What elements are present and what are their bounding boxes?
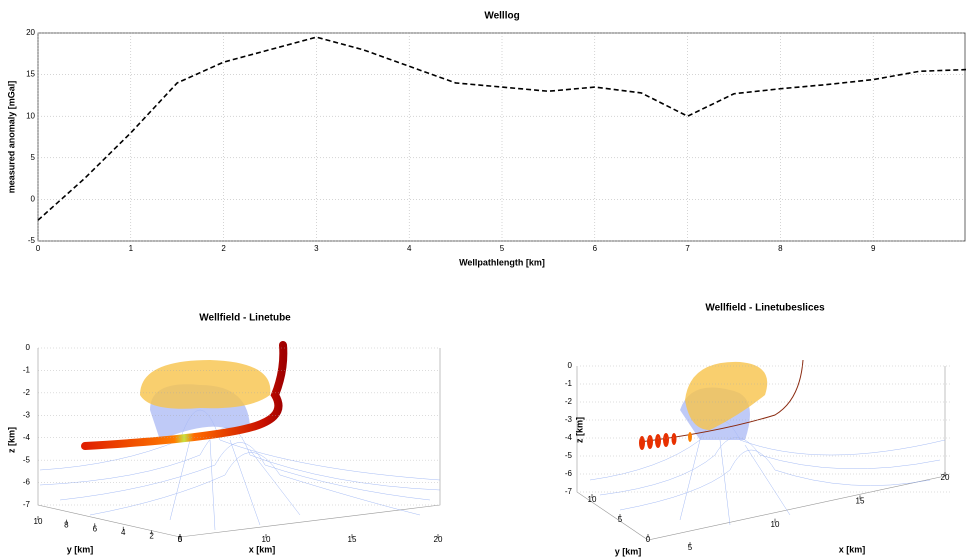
z-tick-label: -5 — [23, 455, 31, 464]
blob — [685, 361, 768, 430]
x-tick-label: 5 — [178, 535, 183, 544]
z-axis-label: z [km] — [574, 417, 584, 443]
x-tick-label: 3 — [314, 244, 319, 253]
x-tick-label: 6 — [593, 244, 598, 253]
y-tick-label: 0 — [31, 195, 36, 204]
x-tick-label: 10 — [262, 535, 271, 544]
z-tick-label: -2 — [23, 388, 31, 397]
y-tick-label: 2 — [149, 532, 154, 541]
slices — [639, 432, 692, 450]
scene-right — [576, 359, 946, 541]
x-tick-label: 15 — [856, 496, 865, 505]
chart-title: Wellfield - Linetubeslices — [705, 303, 825, 314]
x-axis-label: Wellpathlength [km] — [459, 257, 545, 267]
z-tick-label: -1 — [565, 379, 573, 388]
z-tick-label: -7 — [565, 487, 573, 496]
z-tick-label: -3 — [565, 415, 573, 424]
y-tick-label: 4 — [121, 528, 126, 537]
z-tick-label: -4 — [565, 433, 573, 442]
tube — [81, 341, 288, 450]
x-tick-label: 1 — [129, 244, 134, 253]
y-tick-label: 5 — [31, 153, 36, 162]
mesh — [589, 419, 946, 526]
y-tick-label: 10 — [34, 517, 43, 526]
x-tick-label: 20 — [941, 473, 950, 482]
z-tick-label: -2 — [565, 397, 573, 406]
y-tick-label: 8 — [64, 521, 69, 530]
x-tick-label: 10 — [771, 520, 780, 529]
y-tick-label: 10 — [588, 495, 597, 504]
z-axis-label: z [km] — [6, 427, 16, 453]
y-axis-label: y [km] — [615, 546, 642, 556]
y-tick-label: 10 — [26, 111, 35, 120]
line — [37, 36, 966, 221]
z-tick-label: -6 — [565, 469, 573, 478]
x-tick-label: 8 — [778, 244, 783, 253]
x-axis-label: x [km] — [839, 544, 866, 554]
y-tick-label: 20 — [26, 28, 35, 37]
box — [576, 366, 946, 541]
z-tick-label: -3 — [23, 410, 31, 419]
z-tick-label: -6 — [23, 478, 31, 487]
chart-title: Wellfield - Linetube — [199, 313, 291, 324]
y-tick-label: 5 — [618, 515, 623, 524]
x-tick-label: 4 — [407, 244, 412, 253]
y-tick-label: 0 — [178, 535, 183, 544]
y-axis-label: measured anomaly [mGal] — [6, 81, 16, 194]
z-tick-label: -7 — [23, 500, 31, 509]
y-tick-label: 0 — [646, 535, 651, 544]
x-tick-label: 5 — [500, 244, 505, 253]
y-tick-label: 6 — [93, 524, 98, 533]
x-tick-label: 0 — [36, 244, 41, 253]
tube-axis — [639, 359, 804, 443]
x-axis-label: x [km] — [249, 544, 276, 554]
y-tick-label: 15 — [26, 70, 35, 79]
x-tick-label: 20 — [434, 535, 443, 544]
chart-title: Welllog — [484, 11, 519, 22]
x-tick-label: 7 — [685, 244, 690, 253]
z-tick-label: -4 — [23, 433, 31, 442]
z-tick-label: 0 — [568, 361, 573, 370]
plot-area — [37, 32, 966, 242]
z-tick-label: -5 — [565, 451, 573, 460]
y-axis-label: y [km] — [67, 544, 94, 554]
x-tick-label: 9 — [871, 244, 876, 253]
x-tick-label: 2 — [221, 244, 226, 253]
z-tick-label: 0 — [26, 343, 31, 352]
z-tick-label: -1 — [23, 366, 31, 375]
y-tick-label: -5 — [28, 236, 36, 245]
scene-left — [37, 341, 441, 538]
x-tick-label: 5 — [688, 543, 693, 552]
blob — [140, 360, 271, 409]
x-tick-label: 15 — [348, 535, 357, 544]
